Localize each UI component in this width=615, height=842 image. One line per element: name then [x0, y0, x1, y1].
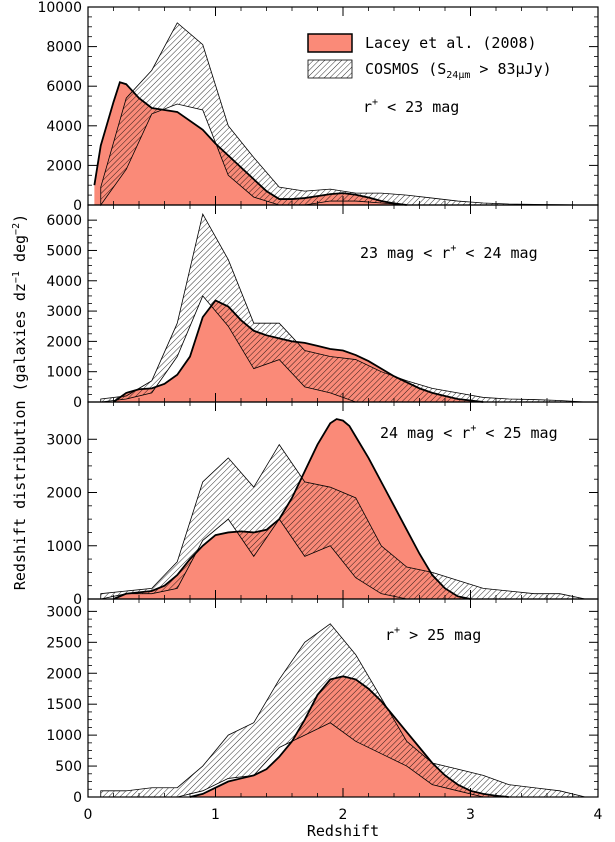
y-tick-label: 6000	[46, 79, 82, 95]
y-tick-label: 1500	[46, 697, 82, 713]
panel-label-post: < 24 mag	[456, 244, 537, 262]
y-tick-label: 8000	[46, 40, 82, 56]
legend-swatch-model	[307, 33, 353, 53]
y-tick-label: 3000	[46, 432, 82, 448]
legend: Lacey et al. (2008) COSMOS (S24μm > 83μJy…	[307, 33, 552, 81]
panel-label-sup: +	[450, 243, 456, 254]
panel-label-pre: r	[385, 626, 394, 644]
model-line	[93, 81, 407, 206]
y-axis-title-end: )	[11, 214, 29, 223]
y-tick-label: 1000	[46, 539, 82, 555]
y-axis-title: Redshift distribution (galaxies dz−1 deg…	[11, 214, 29, 590]
panel-label-sup: +	[372, 97, 378, 108]
panel-label-post: > 25 mag	[400, 626, 481, 644]
panel-4: 0 500 1000 1500 2000 2500 3000 r+ > 25 mag	[46, 598, 599, 806]
x-tick-label: 3	[466, 807, 475, 823]
y-tick-label: 0	[73, 790, 82, 806]
y-tick-label: 2000	[46, 334, 82, 350]
x-tick-label: 4	[594, 807, 603, 823]
x-axis-title: Redshift	[307, 822, 379, 840]
y-tick-label: 3000	[46, 604, 82, 620]
x-tick-label: 1	[211, 807, 220, 823]
panel-label-post: < 25 mag	[476, 424, 557, 442]
legend-label-model: Lacey et al. (2008)	[365, 34, 537, 52]
legend-swatch-cosmos	[307, 59, 353, 79]
legend-cosmos-rest: > 83μJy)	[470, 60, 551, 78]
legend-label-cosmos: COSMOS (S24μm > 83μJy)	[365, 60, 552, 81]
y-tick-label: 5000	[46, 243, 82, 259]
panel-2: 0 1000 2000 3000 4000 5000 6000 23 mag < r+ < 2…	[46, 204, 599, 411]
panel-label-sup: +	[470, 423, 476, 434]
y-axis-title-mid: deg	[11, 235, 29, 271]
y-tick-label: 2000	[46, 486, 82, 502]
y-tick-label: 2500	[46, 635, 82, 651]
y-tick-label: 1000	[46, 365, 82, 381]
model-line	[113, 418, 471, 600]
x-tick-label: 0	[84, 807, 93, 823]
cosmos-band	[100, 212, 586, 403]
y-axis-title-exp1: −1	[11, 271, 22, 283]
panel-label-pre: 23 mag < r	[360, 244, 450, 262]
panel-label: 24 mag < r+ < 25 mag	[380, 423, 558, 442]
shared-axes: Redshift Redshift distribution (galaxies…	[11, 214, 603, 840]
panel-label: r+ > 25 mag	[385, 625, 481, 644]
legend-cosmos-main: COSMOS (S	[365, 60, 446, 78]
y-tick-label: 2000	[46, 158, 82, 174]
model-line	[189, 675, 509, 798]
model-line	[112, 299, 484, 403]
y-tick-label: 0	[73, 395, 82, 411]
y-tick-label: 6000	[46, 213, 82, 229]
y-tick-label: 2000	[46, 666, 82, 682]
y-tick-label: 4000	[46, 274, 82, 290]
y-tick-label: 4000	[46, 119, 82, 135]
panel-label-pre: r	[363, 98, 372, 116]
y-tick-label: 1000	[46, 728, 82, 744]
panel-label-sup: +	[394, 625, 400, 636]
panel-label: r+ < 23 mag	[363, 97, 459, 116]
y-tick-label: 3000	[46, 304, 82, 320]
panel-1: 0 2000 4000 6000 8000 10000 r+ < 23 mag Lacey e…	[37, 0, 599, 214]
y-tick-label: 500	[55, 759, 82, 775]
panel-label-pre: 24 mag < r	[380, 424, 470, 442]
y-axis-title-exp2: −2	[11, 223, 22, 235]
panel-label: 23 mag < r+ < 24 mag	[360, 243, 538, 262]
y-tick-label: 10000	[37, 0, 82, 16]
y-axis-title-main: Redshift distribution (galaxies dz	[11, 283, 29, 590]
y-tick-label: 0	[73, 198, 82, 214]
x-tick-label: 2	[339, 807, 348, 823]
model-area	[94, 82, 407, 205]
panel-label-post: < 23 mag	[378, 98, 459, 116]
panel-3: 0 1000 2000 3000 24 mag < r+ < 25 mag	[46, 401, 599, 608]
legend-cosmos-sub: 24μm	[446, 70, 470, 81]
y-tick-label: 0	[73, 592, 82, 608]
